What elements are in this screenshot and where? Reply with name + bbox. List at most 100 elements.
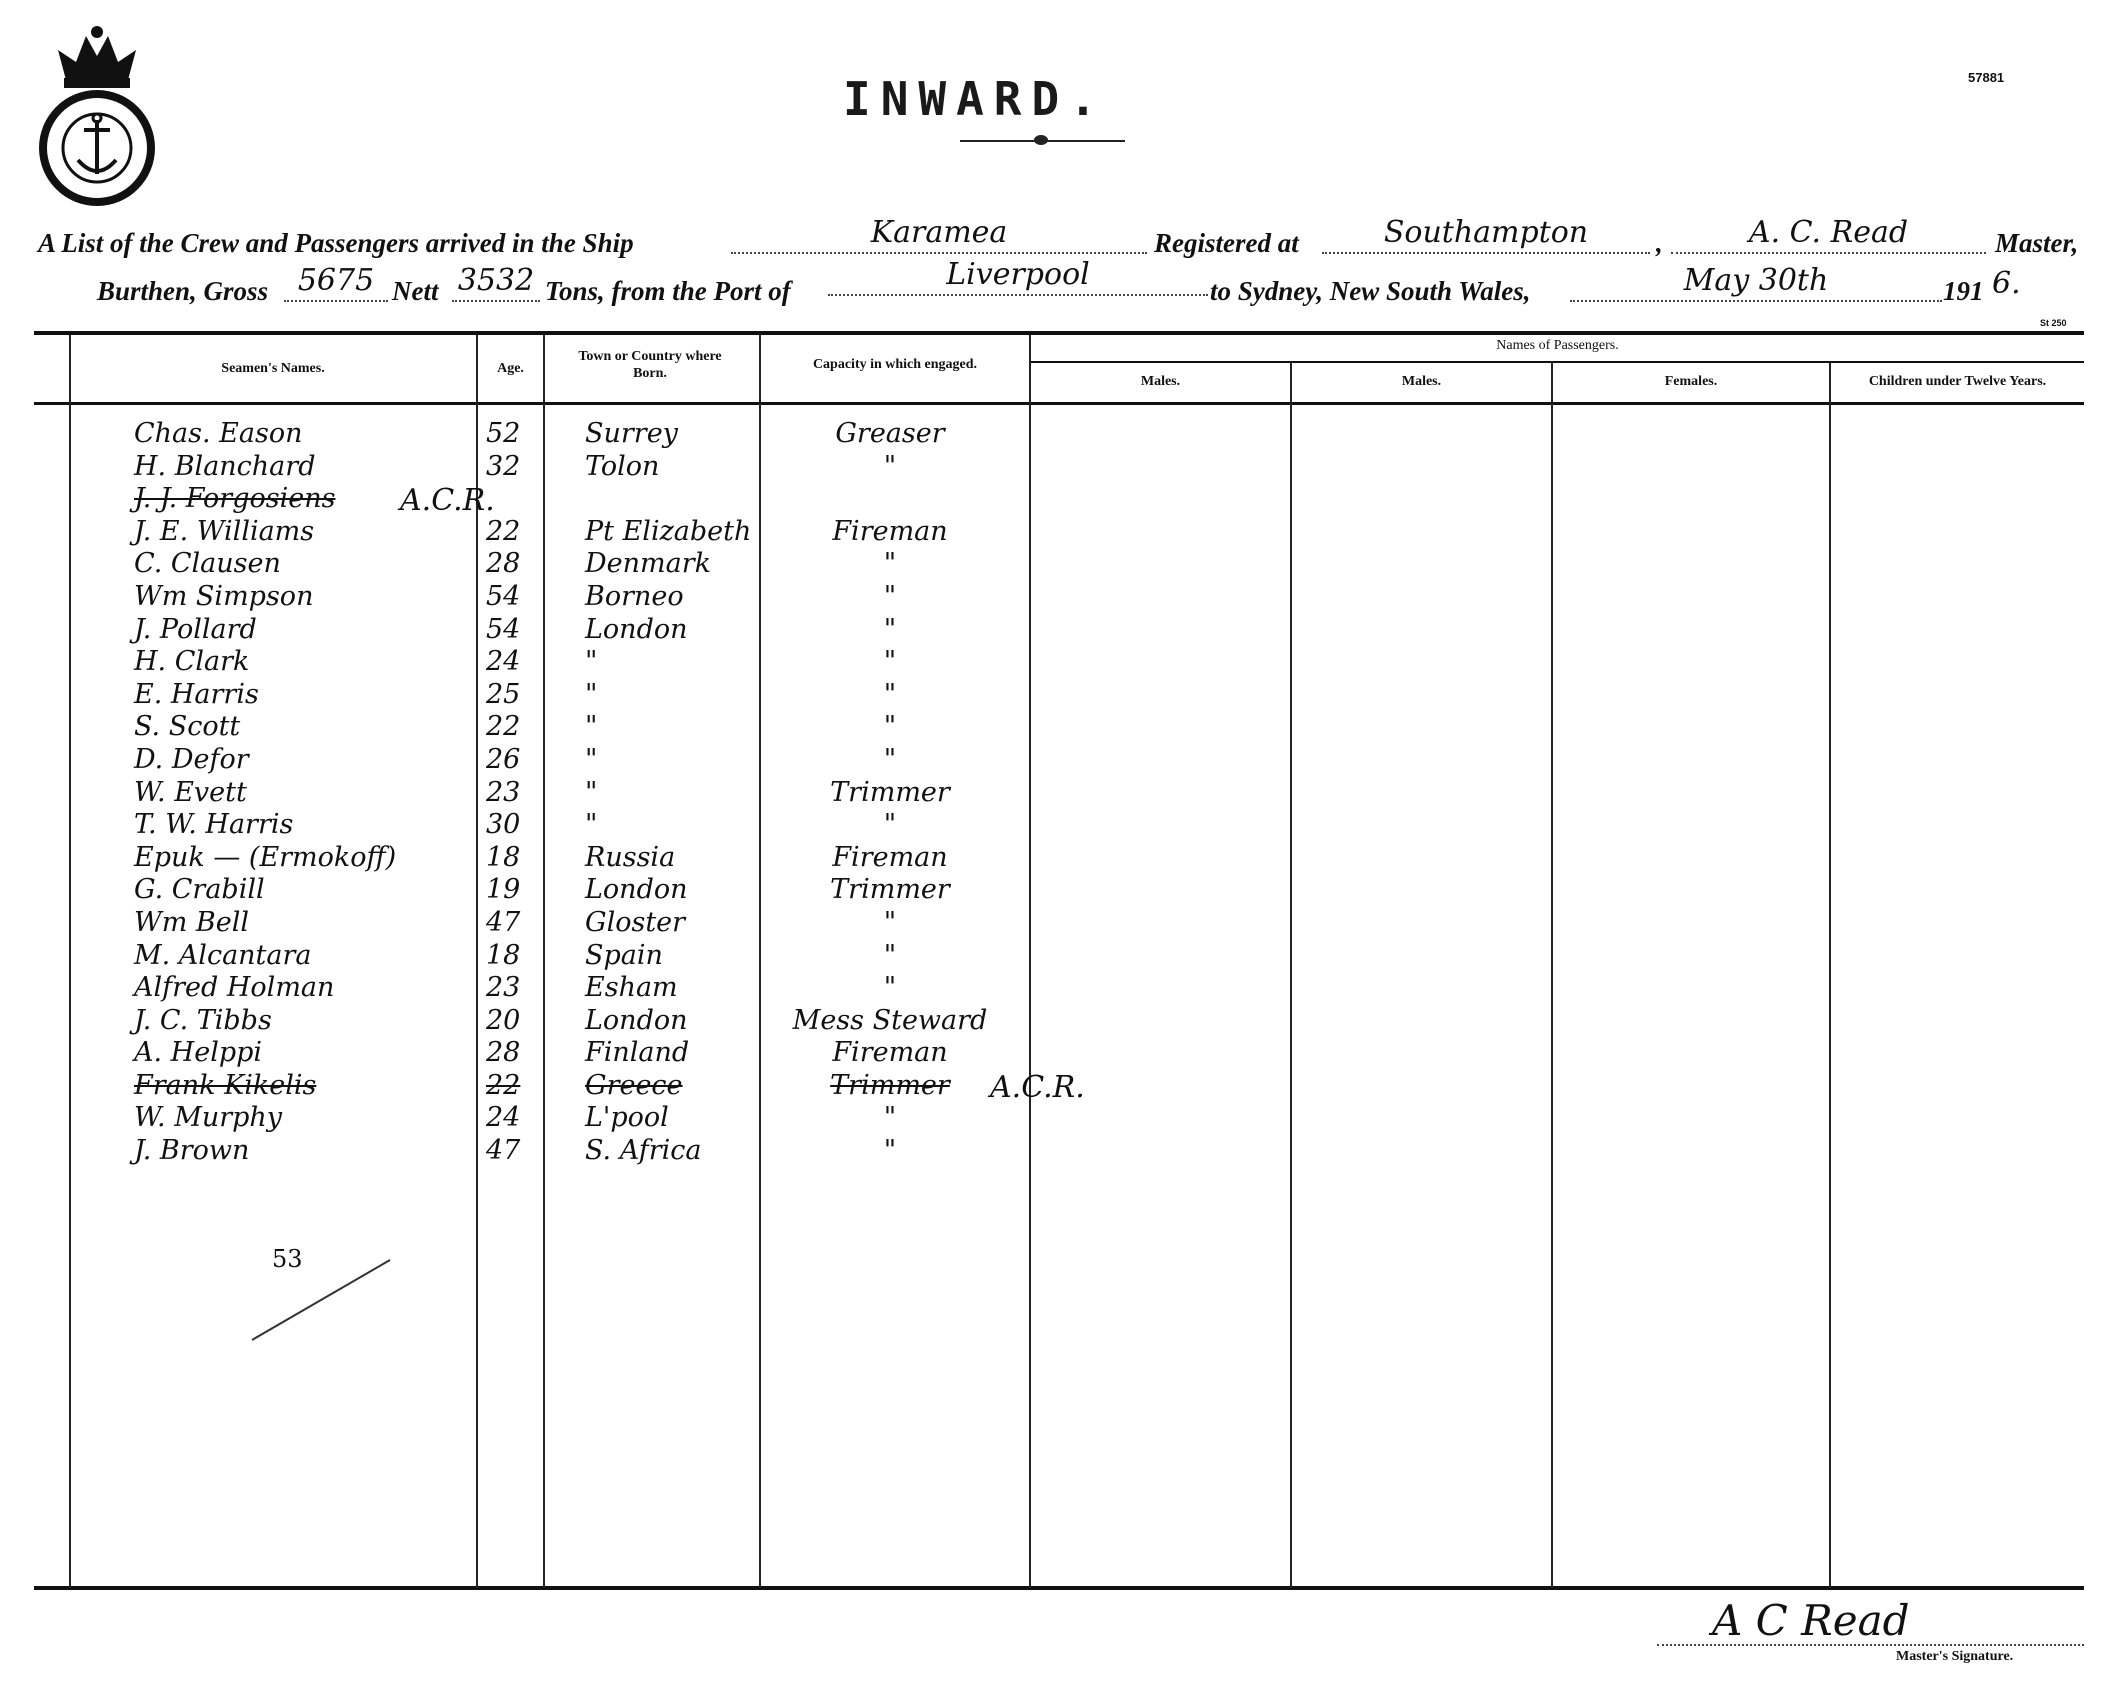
- seaman-age: 32: [486, 450, 521, 482]
- seaman-birthplace: Tolon: [585, 450, 660, 482]
- table-row: Chas. Eason 52 Surrey Greaser: [0, 418, 2104, 451]
- seaman-birthplace: ": [585, 678, 598, 710]
- seaman-name: Chas. Eason: [134, 418, 303, 449]
- column-divider: [1290, 363, 1292, 1588]
- seaman-name: Wm Simpson: [134, 580, 314, 612]
- seaman-name: J. Brown: [134, 1135, 250, 1167]
- seaman-name: T. W. Harris: [134, 809, 294, 841]
- seaman-name: J. E. Williams: [134, 515, 315, 547]
- table-row: J. E. Williams 22 Pt Elizabeth Fireman: [0, 516, 2104, 549]
- table-row: W. Evett 23 " Trimmer: [0, 777, 2104, 810]
- seaman-capacity: ": [883, 646, 897, 678]
- registered-at-field: Southampton: [1322, 218, 1650, 254]
- table-row-struck: Frank Kikelis 22 Greece Trimmer A.C.R.: [0, 1069, 2104, 1105]
- table-row: Epuk — (Ermokoff) 18 Russia Fireman: [0, 842, 2104, 875]
- table-row: Alfred Holman 23 Esham ": [0, 972, 2104, 1005]
- seaman-birthplace: Spain: [585, 939, 663, 971]
- title-ornament: [960, 135, 1125, 145]
- burthen-label: Burthen, Gross: [97, 276, 269, 306]
- table-row-struck: J. J. Forgosiens A.C.R.: [0, 483, 2104, 519]
- seaman-birthplace: Borneo: [585, 580, 684, 612]
- seaman-birthplace: Denmark: [585, 548, 711, 580]
- seaman-capacity: Trimmer: [830, 776, 950, 808]
- seaman-birthplace: L'pool: [585, 1102, 669, 1134]
- column-divider: [476, 335, 478, 1588]
- table-row: Wm Bell 47 Gloster ": [0, 907, 2104, 940]
- seaman-birthplace: Gloster: [585, 906, 686, 938]
- seaman-capacity: ": [883, 743, 897, 775]
- seaman-age: 19: [486, 874, 521, 906]
- port-field: Liverpool: [828, 260, 1208, 296]
- comma: ,: [1656, 228, 1663, 258]
- seaman-birthplace: Greece: [585, 1069, 683, 1101]
- seaman-capacity: ": [883, 580, 897, 612]
- seaman-age: 47: [486, 1135, 521, 1167]
- seaman-name: W. Murphy: [134, 1102, 283, 1134]
- seaman-name: A. Helppi: [134, 1037, 263, 1069]
- table-row: D. Defor 26 " ": [0, 744, 2104, 777]
- seaman-capacity: Trimmer: [830, 1069, 950, 1101]
- table-row: J. Pollard 54 London ": [0, 614, 2104, 647]
- seaman-birthplace: Pt Elizabeth: [585, 515, 752, 547]
- seaman-birthplace: London: [585, 874, 688, 906]
- header-children: Children under Twelve Years.: [1868, 374, 2047, 389]
- seaman-capacity: ": [883, 613, 897, 645]
- list-prefix-label: A List of the Crew and Passengers arrive…: [38, 228, 634, 258]
- header-females: Females.: [1664, 374, 1718, 389]
- seaman-capacity: ": [883, 809, 897, 841]
- seaman-capacity: Mess Steward: [792, 1004, 988, 1036]
- seaman-age: 18: [486, 841, 521, 873]
- seaman-age: 54: [486, 613, 521, 645]
- registered-label: Registered at: [1154, 228, 1299, 258]
- seaman-age: 25: [486, 678, 521, 710]
- table-row: E. Harris 25 " ": [0, 679, 2104, 712]
- seaman-age: 22: [486, 515, 521, 547]
- column-divider: [1029, 335, 1031, 1588]
- seaman-age: 47: [486, 906, 521, 938]
- form-number: 57881: [1968, 70, 2005, 85]
- master-signature: A C Read: [1712, 1596, 1910, 1645]
- seaman-birthplace: London: [585, 613, 688, 645]
- header-males-1: Males.: [1140, 374, 1181, 389]
- signature-label: Master's Signature.: [1896, 1649, 2014, 1664]
- nett-tons-field: 3532: [452, 266, 540, 302]
- table-row: C. Clausen 28 Denmark ": [0, 548, 2104, 581]
- seaman-birthplace: ": [585, 776, 598, 808]
- seaman-name: Epuk — (Ermokoff): [134, 841, 397, 873]
- seaman-name: J. J. Forgosiens: [134, 483, 336, 515]
- crew-list: Chas. Eason 52 Surrey Greaser H. Blanchard 32…: [0, 418, 2104, 1168]
- seaman-birthplace: ": [585, 646, 598, 678]
- seaman-capacity: Trimmer: [830, 874, 950, 906]
- bottom-rule: [34, 1586, 2084, 1590]
- seaman-name: J. C. Tibbs: [134, 1004, 272, 1036]
- seaman-birthplace: London: [585, 1004, 688, 1036]
- seaman-birthplace: Russia: [585, 841, 676, 873]
- table-row: W. Murphy 24 L'pool ": [0, 1102, 2104, 1135]
- seaman-capacity: ": [883, 678, 897, 710]
- seaman-birthplace: Esham: [585, 972, 678, 1004]
- seaman-age: 22: [486, 1069, 521, 1101]
- column-divider: [1551, 363, 1553, 1588]
- seaman-age: 23: [486, 972, 521, 1004]
- table-row: H. Blanchard 32 Tolon ": [0, 451, 2104, 484]
- seaman-capacity: ": [883, 1102, 897, 1134]
- seaman-capacity: ": [883, 972, 897, 1004]
- seaman-capacity: ": [883, 711, 897, 743]
- seaman-birthplace: ": [585, 711, 598, 743]
- initials-note: A.C.R.: [400, 483, 495, 519]
- signature-line: [1657, 1644, 2084, 1646]
- master-name-field: A. C. Read: [1671, 218, 1986, 254]
- seaman-age: 30: [486, 809, 521, 841]
- seaman-name: Frank Kikelis: [134, 1069, 317, 1101]
- top-rule: [34, 331, 2084, 335]
- seaman-capacity: ": [883, 906, 897, 938]
- gross-tons-field: 5675: [284, 266, 388, 302]
- seaman-capacity: Fireman: [832, 1037, 948, 1069]
- seaman-name: E. Harris: [134, 678, 259, 710]
- seaman-capacity: Fireman: [832, 841, 948, 873]
- seaman-age: 52: [486, 418, 521, 449]
- seaman-name: Wm Bell: [134, 906, 250, 938]
- seaman-age: 22: [486, 711, 521, 743]
- seaman-birthplace: S. Africa: [585, 1135, 702, 1167]
- seaman-name: S. Scott: [134, 711, 241, 743]
